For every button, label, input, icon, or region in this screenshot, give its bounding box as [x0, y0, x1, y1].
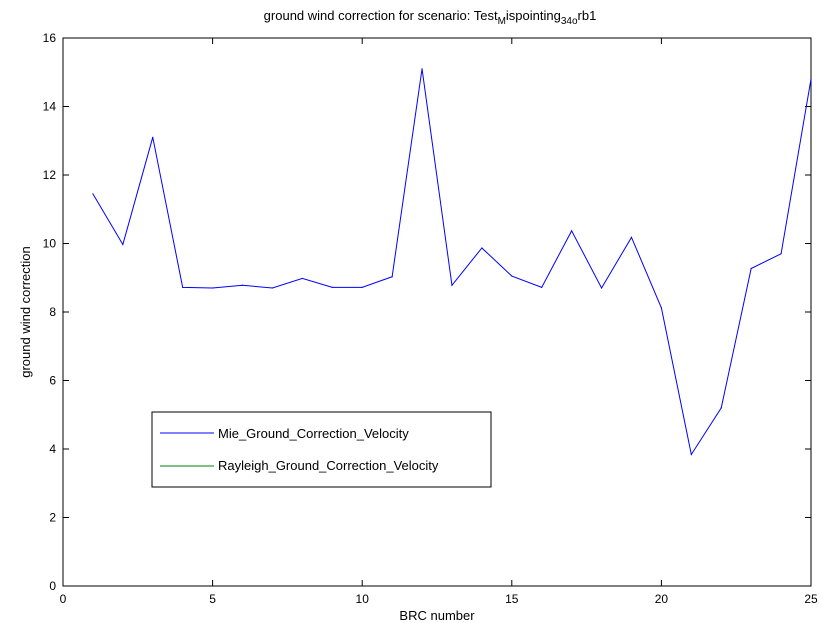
x-tick-label: 5 [209, 592, 216, 606]
data-point [361, 286, 363, 288]
y-tick-label: 0 [49, 579, 56, 593]
y-tick-label: 8 [49, 305, 56, 319]
series-layer [92, 68, 812, 456]
title-sub1: M [498, 16, 506, 27]
data-point [571, 230, 573, 232]
y-tick-label: 6 [49, 374, 56, 388]
data-point [690, 453, 692, 456]
y-tick-label: 14 [43, 100, 57, 114]
x-tick-label: 15 [505, 592, 519, 606]
data-point [152, 136, 154, 138]
data-point [810, 78, 812, 80]
data-point [271, 287, 274, 289]
data-point [331, 286, 333, 288]
data-point [182, 286, 184, 288]
x-axis: 0 5 10 15 20 25 [60, 38, 818, 606]
data-point [421, 68, 423, 70]
title-end: rb1 [578, 8, 597, 23]
data-point [720, 407, 722, 409]
data-point [301, 277, 303, 280]
title-sub2: 34o [561, 16, 578, 27]
data-point [660, 307, 663, 309]
data-point [750, 267, 752, 270]
title-main: ground wind correction for scenario: Tes… [264, 8, 498, 23]
data-point [630, 236, 633, 238]
title-mid: ispointing [506, 8, 561, 23]
data-point [92, 193, 94, 195]
data-point [241, 284, 244, 286]
x-tick-label: 20 [655, 592, 669, 606]
data-point [780, 253, 782, 255]
x-tick-label: 25 [804, 592, 818, 606]
data-point [541, 286, 543, 288]
legend-box [151, 411, 492, 488]
x-tick-label: 10 [356, 592, 370, 606]
y-axis-label: ground wind correction [18, 246, 33, 378]
y-axis: 0 2 4 6 8 10 12 14 16 [43, 31, 811, 593]
legend-label-mie: Mie_Ground_Correction_Velocity [218, 426, 409, 441]
legend-label-rayleigh: Rayleigh_Ground_Correction_Velocity [218, 458, 439, 473]
y-tick-label: 2 [49, 511, 56, 525]
chart-title: ground wind correction for scenario: Tes… [264, 8, 597, 27]
y-tick-label: 16 [43, 31, 57, 45]
y-tick-label: 12 [43, 168, 57, 182]
data-point [451, 284, 453, 286]
legend: Mie_Ground_Correction_Velocity Rayleigh_… [151, 411, 492, 488]
data-point [122, 243, 124, 246]
y-tick-label: 4 [49, 442, 56, 456]
x-tick-label: 0 [60, 592, 67, 606]
data-point [511, 275, 513, 277]
data-point [212, 287, 214, 289]
data-point [481, 247, 483, 249]
y-tick-label: 10 [43, 237, 57, 251]
x-axis-label: BRC number [399, 608, 475, 623]
plot-area [62, 37, 812, 587]
data-point [600, 287, 603, 289]
data-point [391, 276, 393, 278]
